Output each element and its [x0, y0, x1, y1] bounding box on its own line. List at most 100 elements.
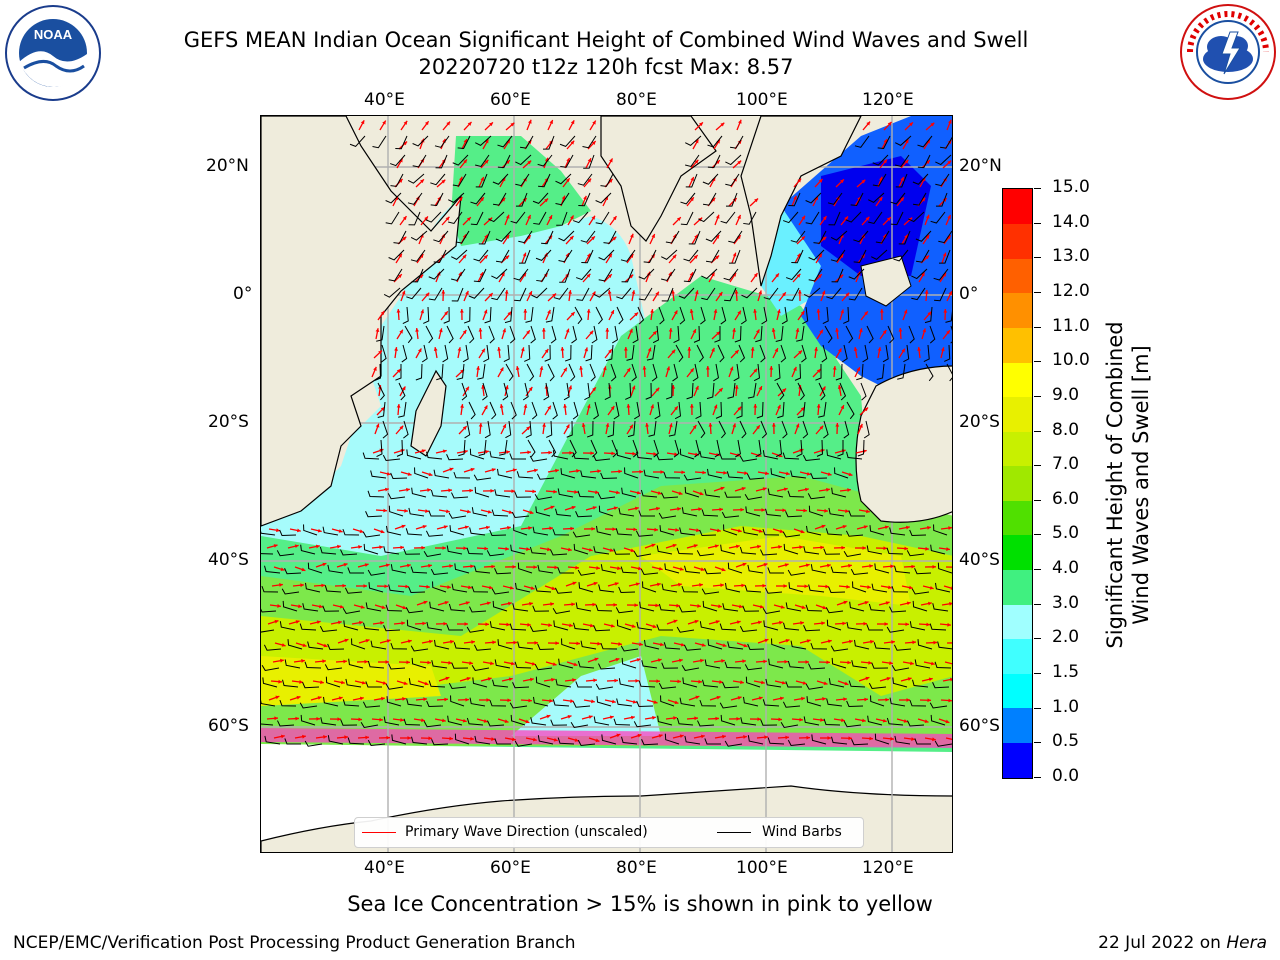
wave-direction-arrow: [525, 386, 533, 397]
wave-direction-arrow: [753, 680, 765, 685]
wind-barb: [785, 268, 802, 281]
wind-barb: [367, 660, 385, 669]
wind-barb: [657, 715, 673, 726]
wave-direction-arrow: [623, 367, 631, 378]
wave-direction-arrow: [728, 544, 740, 549]
colorbar-tick-label: 13.0: [1052, 246, 1090, 267]
wave-direction-arrow: [690, 679, 703, 684]
wind-barb: [683, 268, 697, 283]
wave-direction-arrow: [607, 582, 619, 587]
wave-direction-arrow: [735, 735, 747, 739]
wave-direction-arrow: [414, 621, 427, 626]
wind-barb: [423, 721, 442, 728]
wave-direction-arrow: [791, 195, 797, 207]
wind-barb: [808, 249, 825, 261]
wind-barb: [383, 625, 401, 632]
wave-direction-arrow: [605, 602, 618, 607]
wave-direction-arrow: [541, 327, 546, 340]
colorbar-tick-label: 1.0: [1052, 696, 1080, 717]
wave-direction-arrow: [356, 584, 367, 588]
wind-barb: [889, 527, 906, 536]
wind-barb: [889, 606, 907, 613]
wind-barb: [857, 439, 865, 457]
wind-barb: [843, 306, 850, 324]
wave-direction-arrow: [563, 424, 570, 435]
wave-direction-arrow: [881, 661, 893, 665]
wave-direction-arrow: [581, 423, 586, 435]
wave-direction-arrow: [688, 695, 700, 701]
wave-direction-arrow: [777, 563, 789, 568]
wave-direction-arrow: [816, 680, 828, 686]
wind-barb: [684, 735, 701, 745]
wind-barb: [558, 230, 575, 242]
wave-direction-arrow: [497, 546, 510, 551]
wind-barb: [615, 607, 634, 614]
wind-barb: [806, 525, 822, 536]
wind-barb: [345, 678, 362, 688]
colorbar-segment: [1003, 534, 1032, 571]
wind-barb: [826, 287, 842, 300]
wave-direction-arrow: [547, 293, 557, 302]
wave-direction-arrow: [607, 405, 615, 416]
wind-barb: [892, 677, 908, 688]
wave-direction-arrow: [560, 714, 572, 720]
wind-barb: [699, 621, 716, 631]
wave-direction-arrow: [667, 699, 679, 705]
wind-barb: [801, 344, 807, 363]
wave-direction-arrow: [834, 621, 847, 626]
wave-direction-arrow: [793, 350, 803, 359]
wind-barb: [595, 604, 613, 612]
wind-barb: [408, 211, 421, 226]
wave-direction-arrow: [417, 509, 429, 513]
wave-direction-arrow: [923, 139, 931, 150]
wind-barb: [383, 546, 400, 555]
wave-direction-arrow: [441, 216, 450, 226]
wind-barb: [469, 448, 485, 460]
wave-direction-arrow: [879, 329, 887, 340]
wave-direction-arrow: [734, 384, 739, 397]
wind-barb: [656, 624, 673, 631]
colorbar-tick: [1034, 742, 1041, 744]
wave-height-map: [260, 115, 953, 853]
wind-barb: [466, 717, 484, 726]
wave-direction-arrow: [769, 365, 774, 378]
wind-barb: [410, 249, 426, 262]
wind-barb: [653, 439, 659, 458]
wind-barb: [323, 696, 339, 707]
wave-direction-arrow: [693, 217, 703, 226]
wind-barb: [939, 136, 952, 149]
wave-direction-arrow: [415, 328, 419, 340]
arabian-sea-swell: [451, 136, 591, 246]
wave-direction-arrow: [352, 696, 364, 701]
wave-direction-arrow: [816, 329, 824, 340]
wave-direction-arrow: [605, 327, 610, 340]
wave-direction-arrow: [400, 639, 412, 644]
wind-barb: [707, 154, 721, 169]
wave-direction-arrow: [522, 509, 534, 515]
wind-barb: [595, 211, 610, 225]
wave-direction-arrow: [415, 524, 427, 530]
wave-direction-arrow: [541, 348, 549, 359]
wave-direction-arrow: [392, 718, 404, 722]
wave-direction-arrow: [686, 716, 699, 721]
wind-barb: [325, 676, 341, 688]
wind-barb: [724, 740, 743, 747]
wave-direction-arrow: [519, 450, 532, 455]
wind-barb: [497, 639, 513, 650]
lon-label-bottom-40e: 40°E: [364, 858, 405, 878]
wave-direction-arrow: [483, 737, 495, 741]
wave-direction-arrow: [287, 544, 299, 549]
wave-direction-arrow: [330, 620, 342, 625]
wave-direction-arrow: [812, 545, 825, 550]
wave-direction-arrow: [713, 486, 725, 492]
wind-barb: [461, 382, 468, 401]
wind-barb: [760, 549, 778, 556]
wind-barb: [695, 401, 702, 419]
wind-barb: [780, 722, 799, 728]
wave-direction-arrow: [813, 273, 823, 283]
wave-direction-arrow: [812, 368, 822, 378]
wind-barb: [536, 268, 550, 282]
wind-barb: [552, 699, 570, 707]
wind-barb: [782, 211, 799, 224]
wave-direction-arrow: [756, 562, 768, 568]
